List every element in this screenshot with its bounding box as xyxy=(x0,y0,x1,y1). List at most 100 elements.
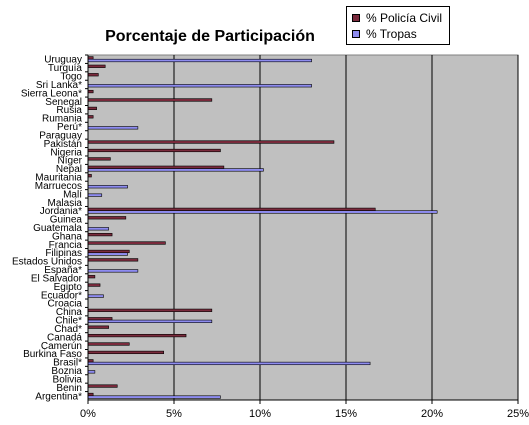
bar-policia-civil xyxy=(87,207,376,211)
y-tick-label: Benin xyxy=(56,383,82,394)
y-tick-label: Brasil* xyxy=(53,358,82,369)
x-tick-label: 20% xyxy=(421,408,443,420)
bar-policia-civil xyxy=(87,64,106,68)
y-tick-label: Rumania xyxy=(42,114,82,125)
bar-tropas xyxy=(87,126,139,130)
bar-policia-civil xyxy=(87,73,99,77)
y-tick-label: Níger xyxy=(58,156,83,167)
legend-swatch-tropas xyxy=(352,29,360,38)
y-tick-label: Guatemala xyxy=(33,223,82,234)
y-tick-label: Jordania* xyxy=(40,206,82,217)
y-tick-label: España* xyxy=(44,265,82,276)
y-tick-label: Malí xyxy=(63,189,82,200)
y-tick-label: Paraguay xyxy=(39,130,82,141)
y-tick-label: Canadá xyxy=(47,332,82,343)
y-tick-label: Senegal xyxy=(45,97,82,108)
y-tick-label: Nepal xyxy=(56,164,82,175)
legend: % Policía Civil % Tropas xyxy=(346,6,450,45)
legend-label-tropas: % Tropas xyxy=(366,27,417,41)
bar-policia-civil xyxy=(87,350,164,355)
bar-policia-civil xyxy=(87,275,96,279)
bar-policia-civil xyxy=(87,56,94,60)
bar-policia-civil xyxy=(87,216,127,220)
bar-policia-civil xyxy=(87,392,94,397)
y-tick-label: El Salvador xyxy=(31,273,83,284)
y-tick-label: Mauritania xyxy=(35,173,82,184)
bar-policia-civil xyxy=(87,233,113,237)
y-tick-label: Pakistán xyxy=(44,139,82,150)
bar-tropas xyxy=(87,319,213,323)
bar-policia-civil xyxy=(87,165,225,169)
bar-tropas xyxy=(87,84,312,88)
y-tick-label: Rusia xyxy=(56,105,82,116)
bar-policia-civil xyxy=(87,317,113,321)
y-tick-label: Sierra Leona* xyxy=(21,88,82,99)
bar-policia-civil xyxy=(87,140,335,144)
y-tick-label: Togo xyxy=(60,72,82,83)
bar-policia-civil xyxy=(87,249,130,254)
y-tick-label: Argentina* xyxy=(35,391,82,402)
x-tick-label: 5% xyxy=(166,408,182,420)
y-tick-label: Marruecos xyxy=(35,181,82,192)
y-tick-label: Uruguay xyxy=(44,55,82,66)
bar-policia-civil xyxy=(87,157,111,161)
x-tick-label: 25% xyxy=(507,408,529,420)
legend-label-policia-civil: % Policía Civil xyxy=(366,11,443,25)
bar-tropas xyxy=(87,294,104,298)
y-tick-label: Filipinas xyxy=(45,248,82,259)
bar-policia-civil xyxy=(87,333,187,338)
bar-policia-civil xyxy=(87,283,101,287)
bar-policia-civil xyxy=(87,148,221,153)
y-tick-label: Bolivia xyxy=(53,374,83,385)
y-tick-label: Boznia xyxy=(51,366,82,377)
bar-policia-civil xyxy=(87,359,94,363)
y-tick-label: Ghana xyxy=(52,231,82,242)
bar-tropas xyxy=(87,361,371,366)
y-tick-label: Francia xyxy=(49,240,83,251)
bar-policia-civil xyxy=(87,258,139,262)
y-tick-label: Guinea xyxy=(50,215,83,226)
bar-tropas xyxy=(87,252,128,256)
x-tick-label: 15% xyxy=(335,408,357,420)
bar-tropas xyxy=(87,185,128,189)
bar-policia-civil xyxy=(87,241,166,245)
plot-background xyxy=(87,54,519,401)
bar-policia-civil xyxy=(87,98,213,102)
bar-tropas xyxy=(87,395,221,399)
bar-tropas xyxy=(87,193,103,197)
bar-policia-civil xyxy=(87,342,130,346)
legend-item-policia-civil: % Policía Civil xyxy=(352,11,442,25)
bar-tropas xyxy=(87,210,438,214)
x-tick-label: 10% xyxy=(249,408,271,420)
y-tick-label: China xyxy=(56,307,83,318)
y-tick-label: Turquía xyxy=(48,63,83,74)
y-tick-label: Camerún xyxy=(41,341,82,352)
legend-swatch-policia-civil xyxy=(352,13,360,22)
y-tick-label: Croacia xyxy=(48,299,83,310)
bar-policia-civil xyxy=(87,115,94,119)
y-tick-label: Nigeria xyxy=(50,147,82,158)
bar-tropas xyxy=(87,168,264,172)
bar-policia-civil xyxy=(87,89,94,94)
bar-policia-civil xyxy=(87,308,213,312)
bar-tropas xyxy=(87,227,109,231)
bar-tropas xyxy=(87,58,312,63)
y-tick-label: Chile* xyxy=(55,316,82,327)
bar-policia-civil xyxy=(87,174,92,178)
bar-policia-civil xyxy=(87,325,109,329)
bar-tropas xyxy=(87,370,96,374)
bar-tropas xyxy=(87,269,139,273)
y-tick-label: Ecuador* xyxy=(41,290,82,301)
y-tick-label: Chad* xyxy=(54,324,82,335)
y-tick-label: Burkina Faso xyxy=(23,349,82,360)
legend-item-tropas: % Tropas xyxy=(352,27,417,41)
y-tick-label: Perú* xyxy=(57,122,82,133)
bar-policia-civil xyxy=(87,384,118,388)
y-tick-label: Egipto xyxy=(54,282,83,293)
x-tick-label: 0% xyxy=(80,408,96,420)
chart-title: Porcentaje de Participación xyxy=(105,28,315,45)
y-tick-label: Sri Lanka* xyxy=(36,80,82,91)
y-tick-label: Malasia xyxy=(48,198,83,209)
